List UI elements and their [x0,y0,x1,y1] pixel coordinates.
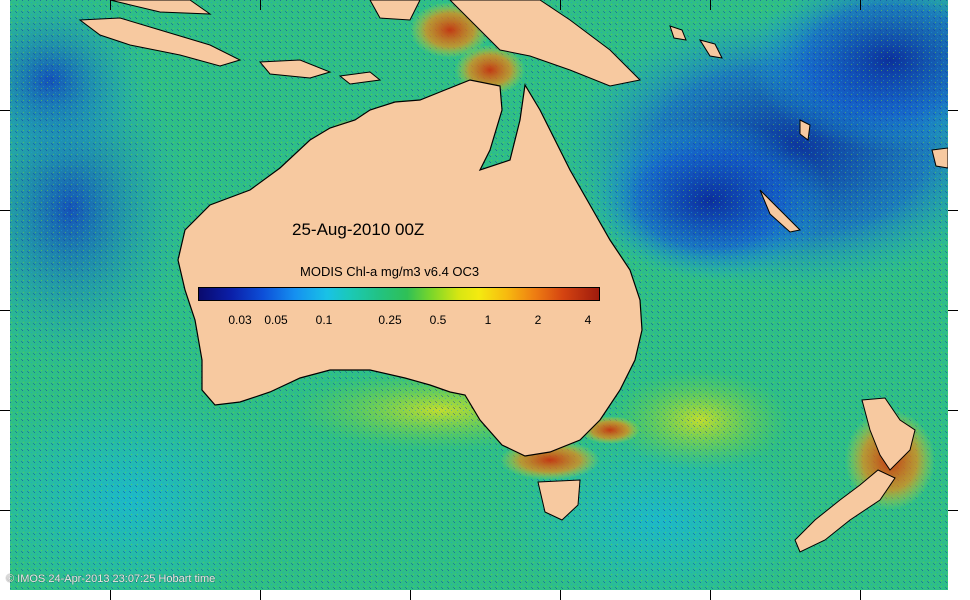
island-borneo [109,0,212,15]
frame-tick [0,510,10,511]
frame-tick [260,0,261,10]
colorbar-tick-label: 1 [484,313,492,327]
island-vanuatu [799,119,811,141]
frame-tick [948,110,958,111]
colorbar-tick-label: 0.05 [264,313,288,327]
frame-tick [0,410,10,411]
frame-tick [0,210,10,211]
frame-tick [0,110,10,111]
frame-tick [710,0,711,10]
copyright-text: © IMOS 24-Apr-2013 23:07:25 Hobart time [6,573,216,585]
colorbar-title: MODIS Chl-a mg/m3 v6.4 OC3 [300,264,480,279]
island-sulawesi [369,0,421,21]
colorbar-tick-label: 0.5 [429,313,447,327]
map-date-title: 25-Aug-2010 00Z [292,220,425,239]
frame-tick [948,210,958,211]
colorbar-tick-label: 2 [534,313,542,327]
frame-tick [110,590,111,600]
island-fiji [931,147,948,169]
colorbar [198,287,600,301]
frame-tick [110,0,111,10]
island-java [78,17,242,67]
land-new-guinea [449,0,642,87]
colorbar-tick-label: 0.03 [228,313,252,327]
frame-tick [860,0,861,10]
island-nusa-tenggara [258,59,332,79]
land-australia [177,79,643,457]
island-new-caledonia [759,189,802,233]
colorbar-tick-label: 0.1 [315,313,333,327]
island-solomon-1 [698,39,723,59]
frame-tick [948,310,958,311]
frame-tick [710,590,711,600]
island-timor [338,71,382,85]
land-nz-south [794,469,896,553]
frame-tick [560,0,561,10]
island-solomon-2 [669,25,687,41]
land-nz-north [861,397,916,471]
frame-tick [948,510,958,511]
colorbar-tick-label: 0.25 [378,313,402,327]
frame-tick [0,310,10,311]
land-tasmania [537,479,581,521]
frame-tick [860,590,861,600]
colorbar-tick-label: 4 [584,313,592,327]
frame-tick [560,590,561,600]
frame-tick [948,410,958,411]
frame-tick [410,590,411,600]
frame-tick [260,590,261,600]
